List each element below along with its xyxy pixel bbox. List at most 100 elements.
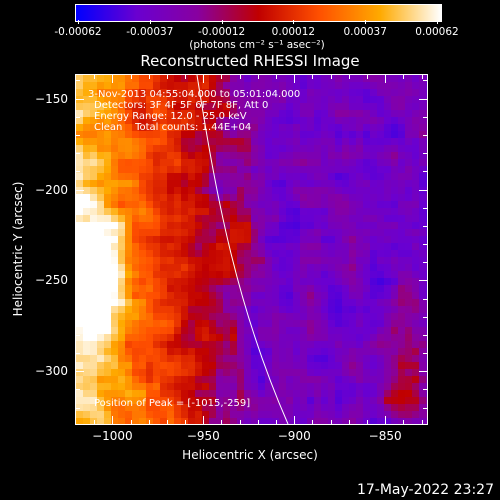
heatmap-cell — [90, 117, 98, 125]
heatmap-cell — [412, 348, 420, 356]
heatmap-cell — [153, 117, 161, 125]
heatmap-cell — [160, 236, 168, 244]
heatmap-cell — [153, 299, 161, 307]
heatmap-cell — [83, 173, 91, 181]
heatmap-cell — [363, 131, 371, 139]
heatmap-cell — [202, 194, 210, 202]
heatmap-cell — [244, 138, 252, 146]
heatmap-cell — [139, 110, 147, 118]
heatmap-cell — [195, 341, 203, 349]
heatmap-cell — [195, 243, 203, 251]
heatmap-cell — [216, 152, 224, 160]
heatmap-cell — [97, 278, 105, 286]
heatmap-cell — [230, 418, 238, 424]
heatmap-cell — [391, 299, 399, 307]
heatmap-cell — [76, 208, 84, 216]
heatmap-cell — [335, 180, 343, 188]
heatmap-cell — [356, 152, 364, 160]
heatmap-cell — [181, 271, 189, 279]
heatmap-cell — [370, 404, 378, 412]
x-minor-tick — [239, 420, 241, 424]
heatmap-cell — [132, 397, 140, 405]
heatmap-cell — [342, 285, 350, 293]
heatmap-cell — [244, 299, 252, 307]
heatmap-cell — [321, 110, 329, 118]
heatmap-cell — [356, 313, 364, 321]
y-minor-tick — [423, 334, 427, 336]
heatmap-cell — [419, 96, 427, 104]
heatmap-cell — [363, 320, 371, 328]
heatmap-cell — [188, 180, 196, 188]
heatmap-cell — [111, 117, 119, 125]
heatmap-cell — [139, 390, 147, 398]
heatmap-cell — [230, 82, 238, 90]
heatmap-cell — [258, 271, 266, 279]
heatmap-cell — [118, 320, 126, 328]
heatmap-cell — [230, 376, 238, 384]
heatmap-cell — [307, 369, 315, 377]
heatmap-cell — [118, 138, 126, 146]
heatmap-cell — [370, 271, 378, 279]
heatmap-cell — [181, 138, 189, 146]
counts-label: Clean Total counts: 1.44E+04 — [94, 122, 252, 133]
heatmap-cell — [405, 229, 413, 237]
heatmap-cell — [300, 348, 308, 356]
heatmap-cell — [174, 180, 182, 188]
heatmap-cell — [76, 215, 84, 223]
x-major-tick — [385, 75, 387, 83]
heatmap-cell — [90, 173, 98, 181]
heatmap-cell — [167, 264, 175, 272]
heatmap-cell — [363, 152, 371, 160]
heatmap-cell — [188, 236, 196, 244]
heatmap-cell — [216, 320, 224, 328]
heatmap-cell — [132, 236, 140, 244]
heatmap-cell — [181, 355, 189, 363]
heatmap-cell — [265, 411, 273, 419]
heatmap-cell — [174, 334, 182, 342]
heatmap-cell — [384, 138, 392, 146]
heatmap-cell — [139, 376, 147, 384]
heatmap-cell — [139, 215, 147, 223]
heatmap-cell — [223, 327, 231, 335]
heatmap-cell — [209, 257, 217, 265]
heatmap-cell — [419, 194, 427, 202]
heatmap-cell — [349, 187, 357, 195]
heatmap-cell — [216, 299, 224, 307]
heatmap-cell — [300, 355, 308, 363]
heatmap-cell — [118, 334, 126, 342]
heatmap-cell — [349, 152, 357, 160]
heatmap-cell — [90, 215, 98, 223]
heatmap-cell — [244, 110, 252, 118]
heatmap-cell — [391, 341, 399, 349]
heatmap-cell — [279, 180, 287, 188]
heatmap-cell — [104, 180, 112, 188]
heatmap-cell — [118, 348, 126, 356]
heatmap-cell — [139, 320, 147, 328]
heatmap-cell — [265, 201, 273, 209]
heatmap-cell — [146, 264, 154, 272]
heatmap-cell — [377, 271, 385, 279]
heatmap-cell — [153, 418, 161, 424]
heatmap-cell — [412, 250, 420, 258]
heatmap-cell — [279, 124, 287, 132]
heatmap-cell — [118, 236, 126, 244]
heatmap-cell — [314, 180, 322, 188]
y-minor-tick — [423, 80, 427, 82]
heatmap-cell — [223, 411, 231, 419]
heatmap-cell — [132, 159, 140, 167]
heatmap-cell — [251, 173, 259, 181]
heatmap-cell — [412, 278, 420, 286]
heatmap-cell — [419, 180, 427, 188]
heatmap-cell — [300, 103, 308, 111]
heatmap-cell — [405, 236, 413, 244]
heatmap-cell — [181, 250, 189, 258]
heatmap-cell — [216, 334, 224, 342]
heatmap-cell — [90, 180, 98, 188]
heatmap-cell — [230, 187, 238, 195]
heatmap-cell — [349, 397, 357, 405]
heatmap-cell — [90, 404, 98, 412]
heatmap-cell — [272, 348, 280, 356]
heatmap-cell — [237, 362, 245, 370]
heatmap-cell — [258, 355, 266, 363]
heatmap-cell — [111, 152, 119, 160]
